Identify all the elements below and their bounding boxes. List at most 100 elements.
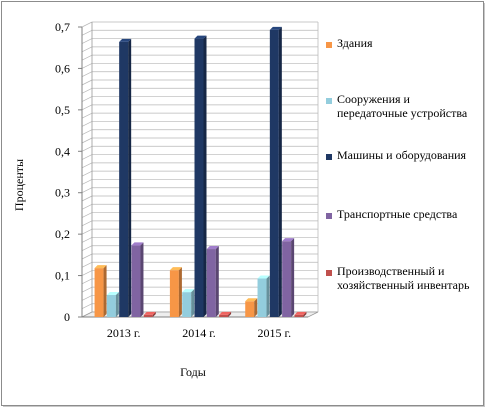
- gridline-depth: [81, 54, 93, 61]
- bar-front: [282, 241, 292, 317]
- legend-label: Сооружения и передаточные устройства: [337, 92, 468, 120]
- bar-side: [203, 35, 207, 317]
- y-tick-label: 0,3: [55, 186, 70, 200]
- gridline-depth: [81, 46, 93, 53]
- gridline-depth: [81, 121, 93, 127]
- bar-front: [131, 245, 141, 317]
- bar-side: [152, 311, 156, 317]
- y-tick-label: 0,2: [55, 227, 70, 241]
- bar-front: [169, 270, 179, 317]
- bar-top: [106, 292, 119, 296]
- legend-swatch: [326, 213, 332, 219]
- bar-top: [245, 298, 258, 302]
- gridline-depth: [81, 104, 93, 111]
- bars: [94, 26, 307, 318]
- bar-side: [191, 289, 195, 317]
- bar-front: [294, 314, 304, 317]
- gridline-depth: [81, 278, 93, 285]
- bar-front: [269, 29, 279, 318]
- gridline-depth: [81, 295, 93, 301]
- legend-label: Машины и оборудования: [337, 148, 467, 162]
- legend-swatch: [326, 98, 332, 104]
- bar: [119, 38, 132, 318]
- legend-label: Производственный и хозяйственный инвента…: [337, 264, 470, 292]
- bar-top: [219, 311, 232, 315]
- bar-side: [266, 275, 270, 317]
- bar-front: [106, 295, 116, 317]
- gridline-depth: [81, 187, 93, 194]
- bar-front: [94, 268, 104, 317]
- bar-top: [143, 311, 156, 315]
- bar-front: [219, 314, 229, 317]
- gridline-depth: [81, 154, 93, 160]
- legend-swatch: [326, 42, 332, 48]
- y-axis-label: Проценты: [12, 159, 26, 211]
- bar: [294, 311, 307, 317]
- gridline-depth: [81, 220, 93, 227]
- bar-side: [215, 246, 219, 317]
- bar: [94, 265, 107, 317]
- bar-top: [257, 275, 270, 279]
- gridline-depth: [81, 270, 93, 276]
- bar-side: [278, 26, 282, 318]
- gridline-depth: [81, 245, 93, 252]
- gridline-depth: [81, 253, 93, 260]
- gridline-depth: [81, 71, 93, 78]
- bar-top: [182, 289, 195, 293]
- gridline-depth: [81, 303, 93, 310]
- x-tick-label: 2013 г.: [107, 326, 141, 340]
- gridline-depth: [81, 237, 93, 243]
- gridline-depth: [81, 145, 93, 152]
- x-tick-label: 2015 г.: [258, 326, 292, 340]
- bar-top: [131, 242, 144, 246]
- gridline-depth: [81, 195, 93, 202]
- gridline-depth: [81, 112, 93, 119]
- bar-side: [115, 292, 119, 317]
- gridline-depth: [81, 212, 93, 218]
- gridline-depth: [81, 137, 93, 144]
- bar-top: [94, 265, 107, 269]
- gridline-depth: [81, 87, 93, 94]
- y-tick-label: 0,7: [55, 20, 70, 34]
- bar-side: [254, 298, 258, 317]
- gridline-depth: [81, 261, 93, 268]
- gridline-depth: [81, 203, 93, 210]
- bar: [206, 246, 219, 317]
- legend: Здания Сооружения и передаточные устройст…: [326, 30, 476, 330]
- gridline-depth: [81, 129, 93, 136]
- gridline-depth: [81, 96, 93, 102]
- bar-side: [178, 267, 182, 317]
- bar-side: [228, 311, 232, 317]
- y-tick-label: 0: [64, 310, 70, 324]
- gridline-depth: [81, 162, 93, 169]
- gridline-depth: [81, 79, 93, 86]
- bar: [169, 267, 182, 317]
- bar-front: [182, 292, 192, 317]
- gridline-depth: [81, 63, 93, 69]
- bar-top: [294, 311, 307, 315]
- gridline-depth: [81, 179, 93, 185]
- bar-front: [143, 314, 153, 317]
- legend-swatch: [326, 154, 332, 160]
- bar: [219, 311, 232, 317]
- bar-top: [282, 238, 295, 242]
- gridline-depth: [81, 38, 93, 44]
- bar-top: [119, 38, 132, 42]
- bar: [269, 26, 282, 318]
- gridline-depth: [81, 29, 93, 36]
- legend-label: Здания: [337, 36, 373, 50]
- bar-side: [103, 265, 107, 317]
- bar-top: [194, 35, 207, 39]
- bar-front: [257, 278, 267, 317]
- bar-side: [291, 238, 295, 317]
- bar-top: [169, 267, 182, 271]
- bar-front: [194, 38, 204, 317]
- bar: [182, 289, 195, 317]
- bar: [143, 311, 156, 317]
- legend-swatch: [326, 270, 332, 276]
- gridline-depth: [81, 21, 93, 28]
- bar-top: [269, 26, 282, 30]
- x-axis-label: Годы: [180, 365, 206, 379]
- legend-label: Транспортные средства: [337, 207, 458, 221]
- gridline-depth: [81, 286, 93, 293]
